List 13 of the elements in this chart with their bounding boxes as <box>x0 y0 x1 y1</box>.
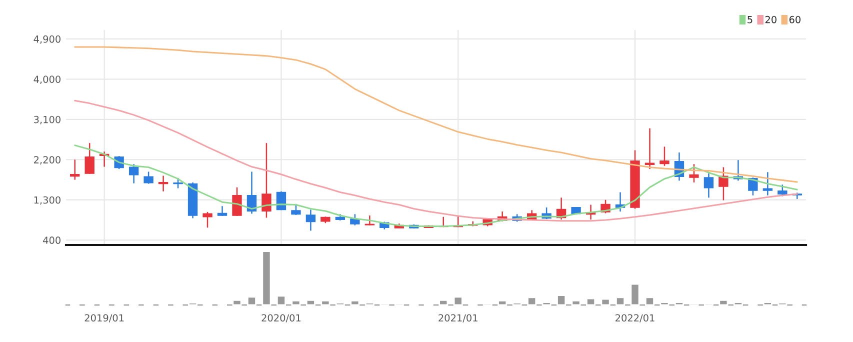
x-tick-label: 2021/01 <box>438 314 478 322</box>
y-tick-label: 4,000 <box>34 76 60 84</box>
legend-label: 5 <box>748 16 752 24</box>
y-tick-label: 3,100 <box>34 116 60 124</box>
legend-label: 20 <box>765 16 776 24</box>
y-tick-label: 1,300 <box>34 196 60 205</box>
x-tick-label: 2022/01 <box>616 314 654 322</box>
y-tick-label: 4,900 <box>34 35 60 44</box>
x-tick-label: 2020/01 <box>262 314 301 322</box>
y-tick-label: 2,200 <box>34 156 60 164</box>
y-tick-label: 400 <box>43 236 60 244</box>
legend-label: 60 <box>789 16 800 24</box>
x-tick-label: 2019/01 <box>84 314 124 322</box>
